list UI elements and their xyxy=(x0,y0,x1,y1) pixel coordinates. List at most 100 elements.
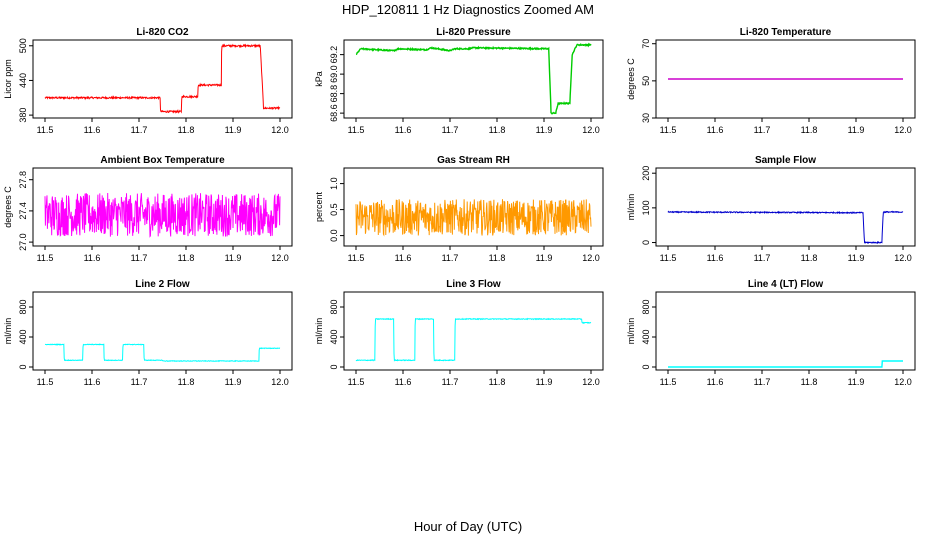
y-axis-label: degrees C xyxy=(626,58,636,100)
panel-3: Li-820 Temperature 11.5 11.6 11.7 11.8 11.9 12… xyxy=(626,27,916,135)
x-tick-label: 12.0 xyxy=(271,377,289,387)
panel-grid: Li-820 CO2 11.5 11.6 11.7 11.8 11.9 12.0 380 440… xyxy=(3,27,916,387)
x-tick-label: 11.6 xyxy=(84,253,101,263)
x-tick-label: 11.6 xyxy=(395,253,412,263)
plot-frame xyxy=(343,39,604,119)
y-tick-label: 50 xyxy=(641,76,651,86)
x-tick-label: 11.5 xyxy=(660,253,677,263)
panel-title: Sample Flow xyxy=(755,155,816,166)
series-line xyxy=(44,343,281,363)
plot-frame xyxy=(343,167,604,247)
y-tick-label: 0.5 xyxy=(329,203,339,216)
panel-title: Ambient Box Temperature xyxy=(100,155,225,166)
y-tick-label: 27.4 xyxy=(18,202,28,220)
x-tick-label: 11.9 xyxy=(848,253,865,263)
x-tick-label: 12.0 xyxy=(271,125,289,135)
y-tick-label: 0 xyxy=(329,364,339,369)
y-tick-label: 400 xyxy=(329,329,339,344)
series-line xyxy=(668,360,903,368)
panel-title: Line 3 Flow xyxy=(446,279,501,290)
x-tick-label: 11.5 xyxy=(37,377,54,387)
series-line xyxy=(355,317,592,362)
y-tick-label: 800 xyxy=(329,299,339,314)
y-tick-label: 440 xyxy=(18,73,28,88)
y-axis-label: ml/min xyxy=(3,318,13,345)
y-tick-label: 27.0 xyxy=(18,233,28,251)
x-tick-label: 11.9 xyxy=(848,377,865,387)
x-tick-label: 11.7 xyxy=(131,377,148,387)
panel-8: Line 3 Flow 11.5 11.6 11.7 11.8 11.9 12.0 0 400 8… xyxy=(314,279,604,387)
y-tick-label: 500 xyxy=(18,38,28,53)
y-tick-label: 100 xyxy=(641,200,651,215)
x-tick-label: 11.8 xyxy=(178,125,195,135)
x-tick-label: 12.0 xyxy=(582,377,600,387)
panel-6: Sample Flow 11.5 11.6 11.7 11.8 11.9 12.0 0 100 2… xyxy=(626,155,916,263)
y-tick-label: 30 xyxy=(641,113,651,123)
panel-1: Li-820 CO2 11.5 11.6 11.7 11.8 11.9 12.0 380 440… xyxy=(3,27,293,135)
x-tick-label: 12.0 xyxy=(894,253,912,263)
figure-xlabel: Hour of Day (UTC) xyxy=(414,519,522,534)
plot-frame xyxy=(343,291,604,371)
x-tick-label: 11.5 xyxy=(348,125,365,135)
x-tick-label: 11.6 xyxy=(707,377,724,387)
x-tick-label: 12.0 xyxy=(582,253,600,263)
panel-7: Line 2 Flow 11.5 11.6 11.7 11.8 11.9 12.0 0 400 8… xyxy=(3,279,293,387)
y-axis-label: Licor ppm xyxy=(3,59,13,99)
x-tick-label: 11.9 xyxy=(536,253,553,263)
x-tick-label: 11.8 xyxy=(801,125,818,135)
figure-title: HDP_120811 1 Hz Diagnostics Zoomed AM xyxy=(342,2,594,17)
x-tick-label: 11.7 xyxy=(442,377,459,387)
y-axis-label: ml/min xyxy=(626,318,636,345)
x-tick-label: 11.8 xyxy=(489,125,506,135)
plot-frame xyxy=(32,39,293,119)
x-tick-label: 11.8 xyxy=(489,377,506,387)
x-tick-label: 11.5 xyxy=(37,253,54,263)
x-tick-label: 11.8 xyxy=(178,253,195,263)
y-tick-label: 800 xyxy=(18,299,28,314)
x-tick-label: 12.0 xyxy=(271,253,289,263)
y-tick-label: 68.6 xyxy=(329,104,339,122)
plot-frame xyxy=(655,167,916,247)
y-axis-label: kPa xyxy=(314,71,324,87)
y-tick-label: 380 xyxy=(18,108,28,123)
y-axis-label: degrees C xyxy=(3,186,13,228)
x-tick-label: 11.9 xyxy=(225,377,242,387)
series-line xyxy=(44,43,281,114)
x-tick-label: 11.5 xyxy=(660,125,677,135)
x-tick-label: 11.9 xyxy=(536,125,553,135)
x-tick-label: 11.6 xyxy=(84,125,101,135)
plot-frame xyxy=(32,291,293,371)
series-line xyxy=(355,199,592,237)
x-tick-label: 11.5 xyxy=(660,377,677,387)
plot-frame xyxy=(655,39,916,119)
panel-title: Li-820 Pressure xyxy=(436,27,511,38)
x-tick-label: 11.6 xyxy=(395,125,412,135)
series-line xyxy=(44,192,281,238)
x-tick-label: 11.7 xyxy=(131,253,148,263)
x-tick-label: 11.7 xyxy=(754,377,771,387)
x-tick-label: 11.7 xyxy=(442,253,459,263)
x-tick-label: 11.6 xyxy=(707,125,724,135)
panel-title: Line 4 (LT) Flow xyxy=(748,279,824,290)
y-tick-label: 0 xyxy=(641,240,651,245)
x-tick-label: 11.9 xyxy=(225,125,242,135)
x-tick-label: 11.7 xyxy=(754,253,771,263)
x-tick-label: 12.0 xyxy=(894,125,912,135)
y-axis-label: ml/min xyxy=(314,318,324,345)
panel-title: Li-820 CO2 xyxy=(136,27,189,38)
x-tick-label: 11.9 xyxy=(848,125,865,135)
y-tick-label: 0 xyxy=(18,364,28,369)
panel-title: Li-820 Temperature xyxy=(740,27,832,38)
y-tick-label: 68.8 xyxy=(329,85,339,103)
x-tick-label: 11.8 xyxy=(489,253,506,263)
y-tick-label: 0.0 xyxy=(329,229,339,242)
x-tick-label: 11.9 xyxy=(225,253,242,263)
x-tick-label: 12.0 xyxy=(894,377,912,387)
series-line xyxy=(355,42,592,115)
y-tick-label: 70 xyxy=(641,39,651,49)
y-tick-label: 200 xyxy=(641,166,651,181)
panel-2: Li-820 Pressure 11.5 11.6 11.7 11.8 11.9 12.0 6… xyxy=(314,27,604,135)
x-tick-label: 11.6 xyxy=(84,377,101,387)
x-tick-label: 11.7 xyxy=(442,125,459,135)
y-tick-label: 69.2 xyxy=(329,46,339,64)
